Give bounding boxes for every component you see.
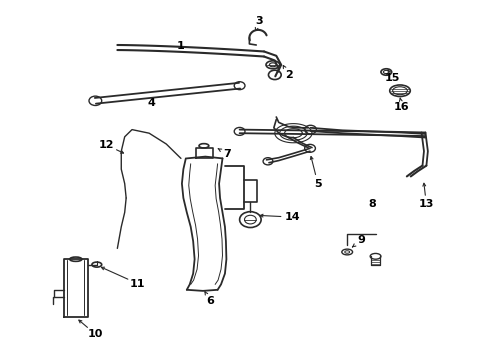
Text: 9: 9 bbox=[356, 235, 364, 246]
Text: 5: 5 bbox=[313, 179, 321, 189]
Text: 7: 7 bbox=[223, 149, 231, 159]
Text: 11: 11 bbox=[130, 279, 145, 289]
Text: 16: 16 bbox=[393, 102, 409, 112]
Text: 12: 12 bbox=[99, 140, 114, 150]
Text: 2: 2 bbox=[284, 70, 292, 80]
Text: 6: 6 bbox=[206, 296, 214, 306]
Text: 3: 3 bbox=[255, 16, 263, 26]
Text: 1: 1 bbox=[177, 41, 184, 51]
Text: 13: 13 bbox=[418, 199, 433, 210]
Text: 15: 15 bbox=[384, 73, 399, 84]
Text: 4: 4 bbox=[147, 98, 155, 108]
Text: 8: 8 bbox=[368, 199, 376, 210]
Text: 14: 14 bbox=[284, 212, 300, 222]
Text: 10: 10 bbox=[87, 329, 103, 339]
